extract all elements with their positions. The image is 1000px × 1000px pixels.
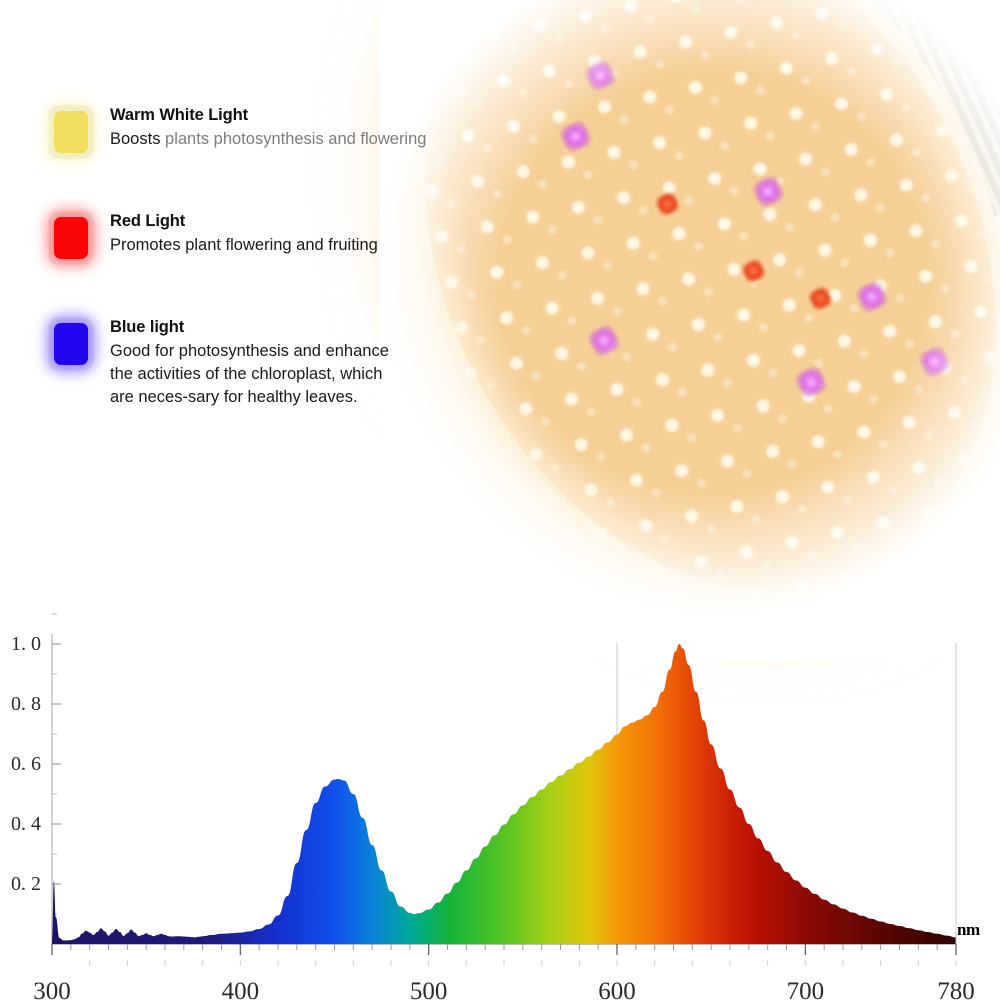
desc-lead: Promotes plant flowering and fruiting xyxy=(110,235,378,254)
x-tick-label: 300 xyxy=(33,978,71,1000)
legend-item-title: Warm White Light xyxy=(110,106,249,124)
spectrum-area xyxy=(52,644,956,944)
x-tick-label: 780 xyxy=(937,978,975,1000)
x-tick-label: 600 xyxy=(598,978,636,1000)
x-tick-label: 700 xyxy=(787,978,825,1000)
x-tick-label: 400 xyxy=(222,978,260,1000)
desc-rest: plants photosynthesis and flowering xyxy=(160,129,427,148)
blue-led-swatch xyxy=(48,317,94,371)
warm-white-led-swatch xyxy=(48,105,94,159)
y-tick-label: 0. 4 xyxy=(11,813,41,835)
x-tick-label: 500 xyxy=(410,978,448,1000)
x-axis-unit-label: nm xyxy=(957,920,980,939)
light-type-legend: Warm White Light Boosts plants photosynt… xyxy=(48,105,448,424)
legend-text-block: Red Light Promotes plant flowering and f… xyxy=(110,211,448,257)
desc-lead: Boosts xyxy=(110,129,161,148)
legend-item-title: Red Light xyxy=(110,212,186,230)
legend-item-description: Good for photosynthesis and enhance the … xyxy=(110,340,403,410)
legend-item-blue: Blue light Good for photosynthesis and e… xyxy=(48,317,448,410)
swatch-color xyxy=(54,323,88,365)
red-led-swatch xyxy=(48,211,94,265)
legend-item-red: Red Light Promotes plant flowering and f… xyxy=(48,211,448,303)
legend-text-block: Warm White Light Boosts plants photosynt… xyxy=(110,105,448,151)
y-tick-label: 0. 8 xyxy=(11,693,41,715)
led-grow-light-bulb-photo xyxy=(296,0,1000,706)
spectrum-chart: 0. 2 0. 4 0. 6 0. 8 1. 0 300 400 500 600 700 780 xyxy=(0,600,1000,1000)
legend-item-description: Boosts plants photosynthesis and floweri… xyxy=(110,128,448,151)
y-tick-label: 1. 0 xyxy=(11,633,41,655)
legend-item-title: Blue light xyxy=(110,318,185,336)
legend-text-block: Blue light Good for photosynthesis and e… xyxy=(110,317,448,410)
swatch-color xyxy=(54,217,88,259)
desc-lead: Good for photosynthesis and enhance the … xyxy=(110,341,389,407)
y-tick-label: 0. 6 xyxy=(11,753,41,775)
spectrum-chart-svg: 0. 2 0. 4 0. 6 0. 8 1. 0 300 400 500 600 700 780 xyxy=(11,613,975,1000)
y-tick-label: 0. 2 xyxy=(11,873,41,895)
legend-item-description: Promotes plant flowering and fruiting xyxy=(110,234,410,257)
swatch-color xyxy=(54,111,88,153)
legend-item-warm-white: Warm White Light Boosts plants photosynt… xyxy=(48,105,448,197)
